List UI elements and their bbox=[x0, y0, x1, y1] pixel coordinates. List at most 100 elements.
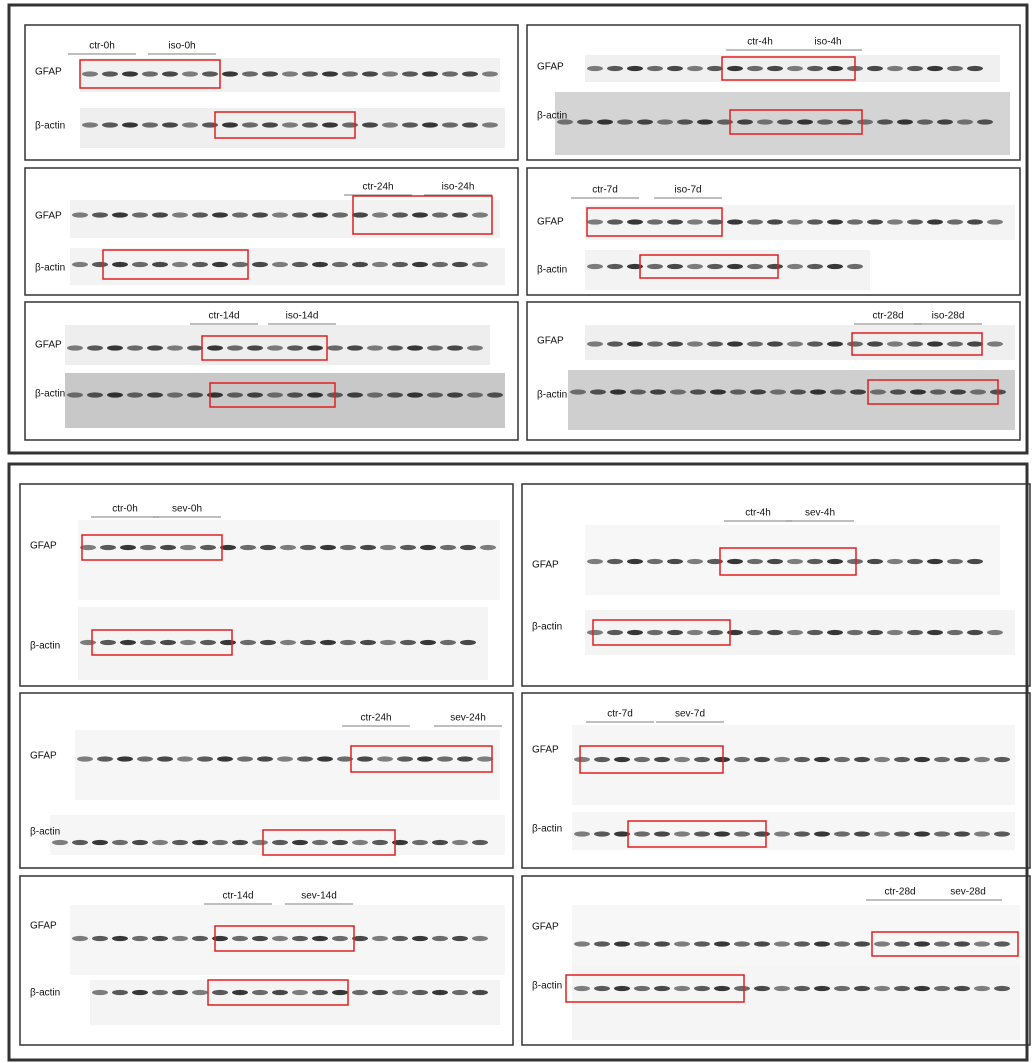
band bbox=[292, 262, 308, 267]
band bbox=[977, 119, 993, 124]
band bbox=[472, 262, 488, 267]
band bbox=[994, 986, 1010, 991]
band bbox=[292, 212, 308, 217]
band bbox=[950, 389, 966, 394]
band bbox=[302, 122, 318, 127]
band bbox=[607, 219, 623, 224]
band bbox=[467, 345, 483, 350]
band bbox=[867, 219, 883, 224]
row-label: GFAP bbox=[30, 751, 57, 762]
band bbox=[867, 630, 883, 635]
band bbox=[797, 119, 813, 124]
band bbox=[610, 389, 626, 394]
band bbox=[292, 990, 308, 995]
band bbox=[127, 345, 143, 350]
row-label: GFAP bbox=[35, 67, 62, 78]
band bbox=[317, 756, 333, 761]
band bbox=[427, 392, 443, 397]
band bbox=[332, 840, 348, 845]
band bbox=[480, 545, 496, 550]
band bbox=[392, 990, 408, 995]
band bbox=[650, 389, 666, 394]
band bbox=[847, 341, 863, 346]
band bbox=[667, 559, 683, 564]
band bbox=[794, 941, 810, 946]
band bbox=[112, 936, 128, 941]
band bbox=[172, 212, 188, 217]
band bbox=[854, 831, 870, 836]
band bbox=[107, 392, 123, 397]
band bbox=[854, 941, 870, 946]
band bbox=[227, 345, 243, 350]
group-label: sev-28d bbox=[950, 887, 986, 898]
band bbox=[947, 559, 963, 564]
band bbox=[810, 389, 826, 394]
band bbox=[67, 345, 83, 350]
band bbox=[654, 986, 670, 991]
band bbox=[687, 66, 703, 71]
band bbox=[312, 840, 328, 845]
group-label: sev-7d bbox=[675, 709, 705, 720]
band bbox=[850, 389, 866, 394]
band bbox=[647, 66, 663, 71]
band bbox=[220, 640, 236, 645]
band bbox=[607, 341, 623, 346]
band bbox=[794, 757, 810, 762]
band bbox=[887, 559, 903, 564]
band bbox=[707, 264, 723, 269]
band bbox=[122, 71, 138, 76]
band bbox=[82, 71, 98, 76]
band bbox=[92, 212, 108, 217]
blot-strip bbox=[90, 980, 500, 1025]
band bbox=[827, 341, 843, 346]
band bbox=[242, 71, 258, 76]
band bbox=[162, 122, 178, 127]
band bbox=[157, 756, 173, 761]
band bbox=[312, 990, 328, 995]
band bbox=[132, 840, 148, 845]
band bbox=[212, 840, 228, 845]
band bbox=[817, 119, 833, 124]
band bbox=[340, 545, 356, 550]
band bbox=[694, 831, 710, 836]
band bbox=[412, 990, 428, 995]
band bbox=[257, 756, 273, 761]
band bbox=[854, 757, 870, 762]
band bbox=[987, 630, 1003, 635]
row-label: GFAP bbox=[30, 921, 57, 932]
band bbox=[714, 986, 730, 991]
band bbox=[232, 262, 248, 267]
band bbox=[927, 559, 943, 564]
band bbox=[947, 341, 963, 346]
band bbox=[432, 990, 448, 995]
band bbox=[587, 630, 603, 635]
band bbox=[127, 392, 143, 397]
band bbox=[347, 392, 363, 397]
band bbox=[954, 757, 970, 762]
band bbox=[160, 545, 176, 550]
band bbox=[787, 559, 803, 564]
band bbox=[252, 840, 268, 845]
band bbox=[307, 392, 323, 397]
group-label: ctr-0h bbox=[89, 41, 115, 52]
band bbox=[590, 389, 606, 394]
band bbox=[140, 640, 156, 645]
band bbox=[357, 756, 373, 761]
band bbox=[687, 219, 703, 224]
band bbox=[172, 262, 188, 267]
band bbox=[407, 392, 423, 397]
band bbox=[352, 212, 368, 217]
band bbox=[807, 630, 823, 635]
band bbox=[967, 341, 983, 346]
band bbox=[72, 840, 88, 845]
band bbox=[180, 545, 196, 550]
band bbox=[614, 941, 630, 946]
band bbox=[947, 66, 963, 71]
band bbox=[140, 545, 156, 550]
band bbox=[292, 936, 308, 941]
band bbox=[80, 640, 96, 645]
band bbox=[587, 66, 603, 71]
group-label: ctr-0h bbox=[112, 504, 138, 515]
band bbox=[750, 389, 766, 394]
band bbox=[137, 756, 153, 761]
